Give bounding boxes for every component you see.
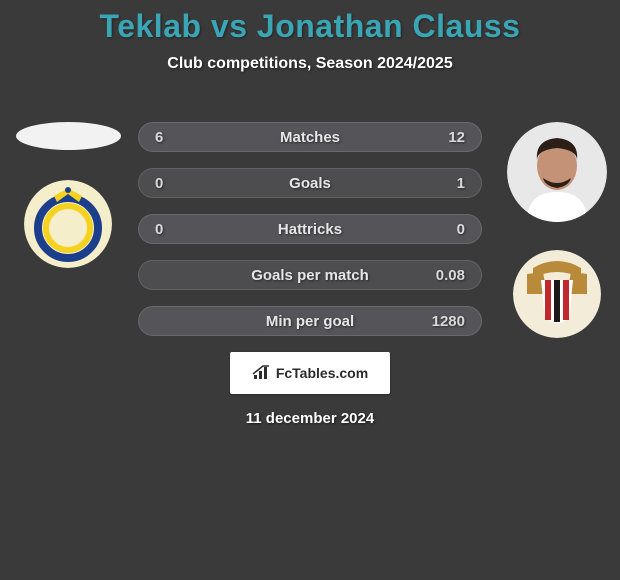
player2-column [502,122,612,338]
stat-label: Goals [215,175,405,192]
player2-photo [507,122,607,222]
date-text: 11 december 2024 [138,410,482,427]
stat-right-value: 1 [405,175,465,192]
watermark-text: FcTables.com [276,365,368,381]
stat-left-value: 6 [155,129,215,146]
stat-right-value: 1280 [405,313,465,330]
stat-right-value: 0.08 [405,267,465,284]
player1-photo-placeholder [16,122,121,150]
stat-left-value: 0 [155,175,215,192]
page-title: Teklab vs Jonathan Clauss [0,0,620,45]
stat-row: 0Goals1 [138,168,482,198]
stat-right-value: 0 [405,221,465,238]
stat-right-value: 12 [405,129,465,146]
stat-row: 0Hattricks0 [138,214,482,244]
stats-table: 6Matches120Goals10Hattricks0Goals per ma… [138,122,482,427]
player1-column [8,122,128,268]
stat-label: Goals per match [215,267,405,284]
stat-row: 6Matches12 [138,122,482,152]
stat-left-value: 0 [155,221,215,238]
nice-badge-icon [513,250,601,338]
stat-label: Hattricks [215,221,405,238]
subtitle: Club competitions, Season 2024/2025 [0,55,620,73]
chart-icon [252,365,272,381]
player2-club-badge [513,250,601,338]
stat-row: Min per goal1280 [138,306,482,336]
player1-club-badge [24,180,112,268]
stat-label: Matches [215,129,405,146]
watermark-badge: FcTables.com [230,352,390,394]
usg-badge-icon [24,180,112,268]
stat-label: Min per goal [215,313,405,330]
stat-row: Goals per match0.08 [138,260,482,290]
player2-avatar-icon [507,122,607,222]
